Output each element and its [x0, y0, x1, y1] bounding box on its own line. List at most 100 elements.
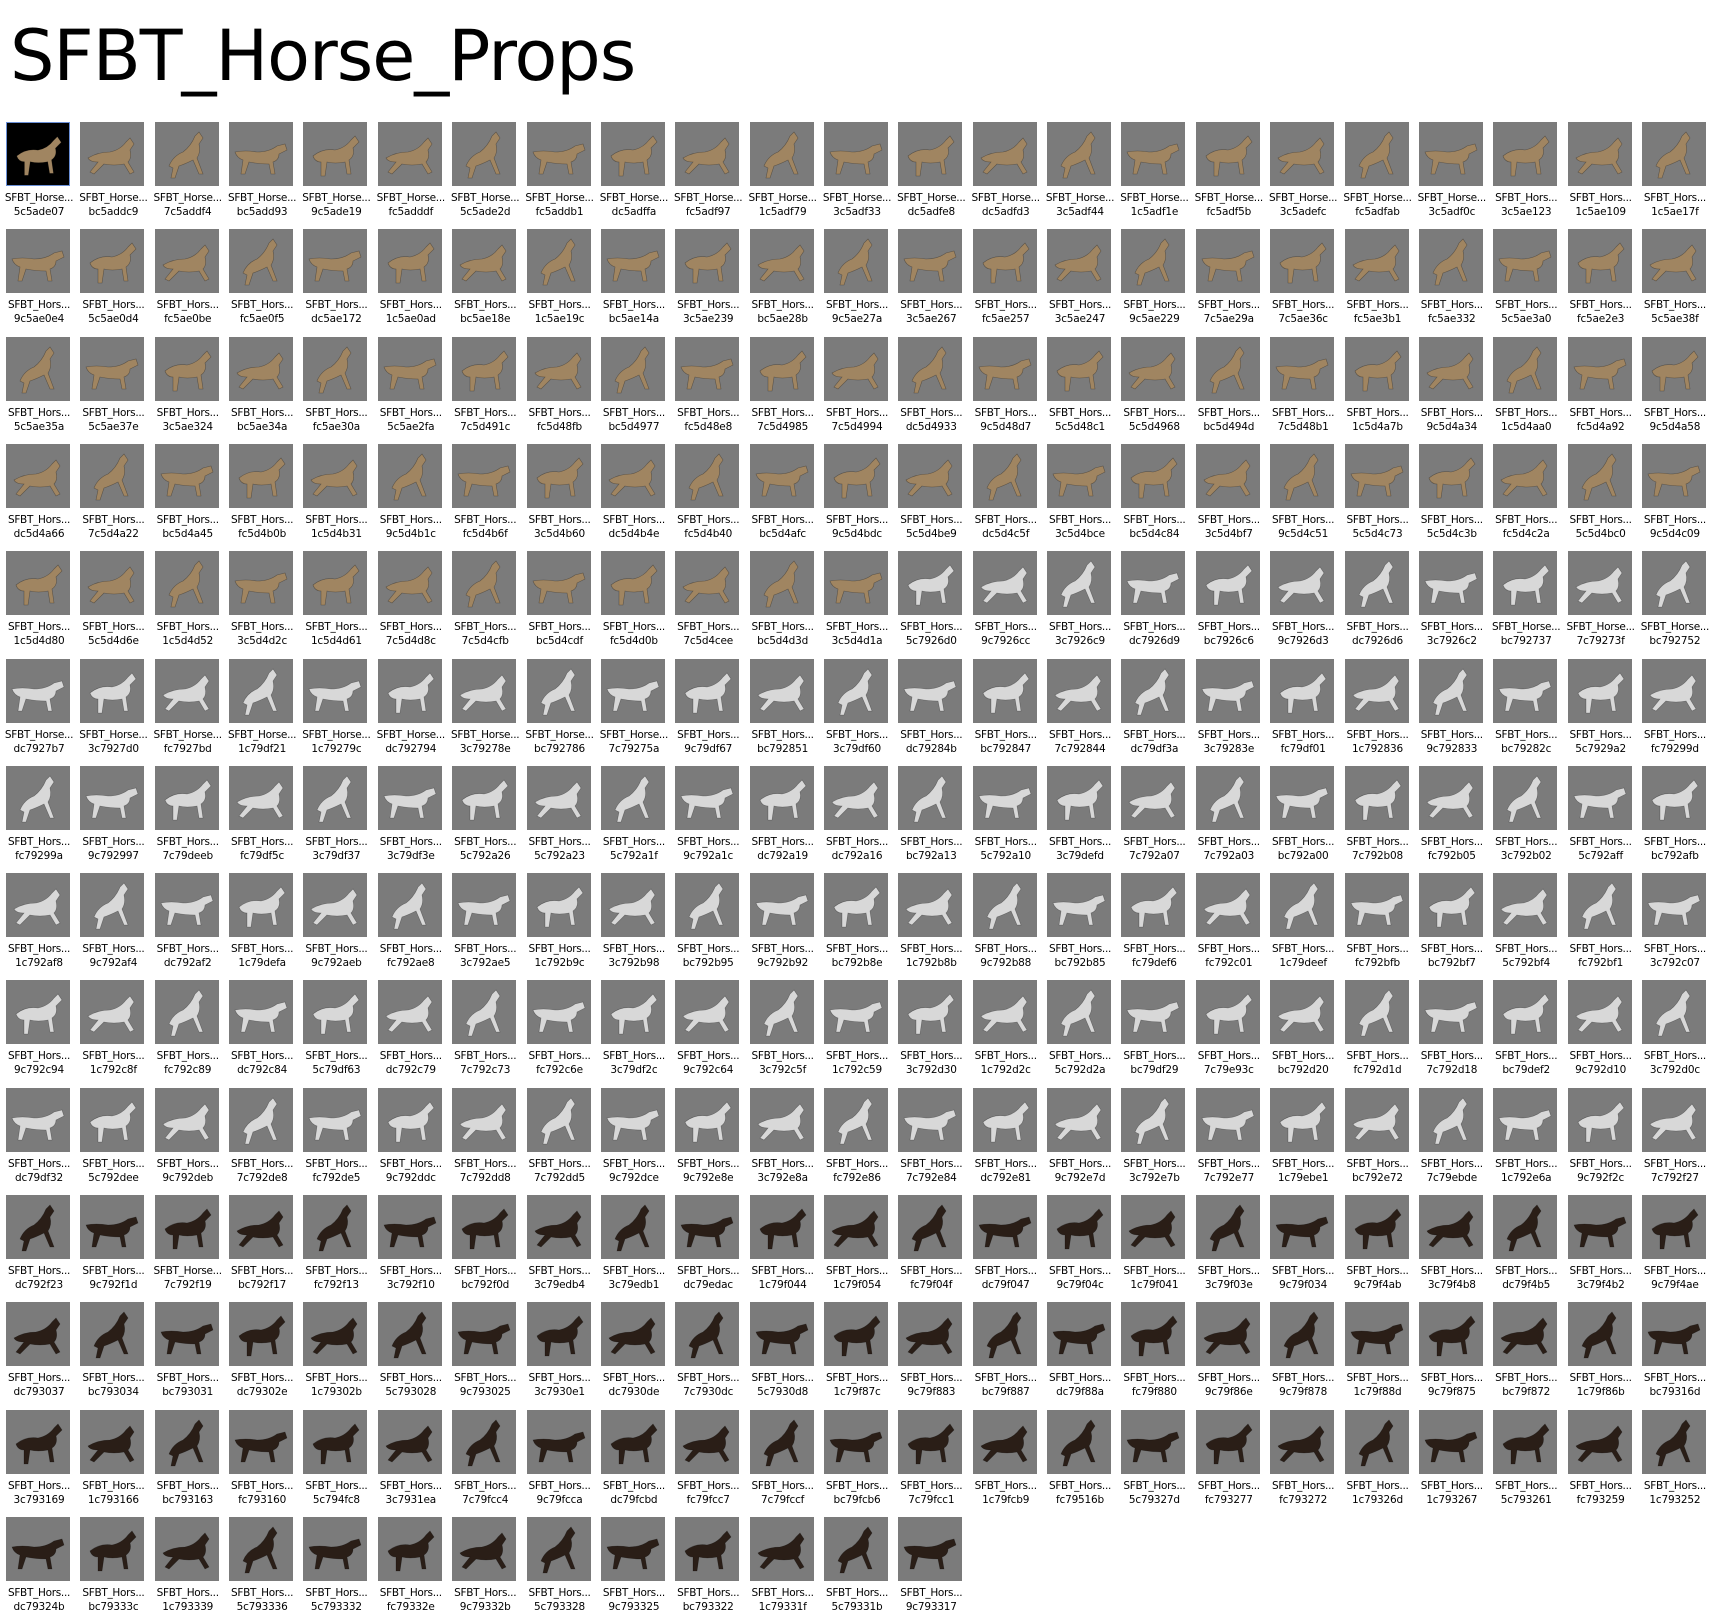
thumbnail-item[interactable]: SFBT_Hors... 3c5ae123: [1491, 122, 1565, 229]
thumbnail-item[interactable]: SFBT_Hors... 9c79f4ae: [1640, 1195, 1710, 1302]
thumbnail-item[interactable]: SFBT_Hors... 1c79f041: [1119, 1195, 1193, 1302]
thumbnail-item[interactable]: SFBT_Hors... 7c79fcc4: [450, 1409, 524, 1517]
thumbnail-item[interactable]: SFBT_Hors... 3c5ae267: [896, 229, 970, 336]
thumbnail-item[interactable]: SFBT_Horse... 1c79279c: [301, 658, 375, 766]
thumbnail-item[interactable]: SFBT_Hors... 9c792833: [1417, 658, 1491, 766]
thumbnail-item[interactable]: SFBT_Hors... 1c792c8f: [78, 980, 152, 1087]
thumbnail-item[interactable]: SFBT_Hors... dc7930de: [599, 1302, 673, 1409]
thumbnail-item[interactable]: SFBT_Hors... 9c5d4c09: [1640, 443, 1710, 551]
thumbnail-item[interactable]: SFBT_Hors... dc792f23: [4, 1195, 78, 1302]
thumbnail-item[interactable]: SFBT_Hors... dc5d4a66: [4, 443, 78, 551]
thumbnail-item[interactable]: SFBT_Hors... dc79df32: [4, 1087, 78, 1195]
thumbnail-item[interactable]: SFBT_Hors... fc792bfb: [1343, 873, 1417, 980]
thumbnail-item[interactable]: SFBT_Hors... bc79f872: [1491, 1302, 1565, 1409]
thumbnail-item[interactable]: SFBT_Hors... 3c7926c2: [1417, 551, 1491, 658]
thumbnail-item[interactable]: SFBT_Hors... 5c5ae3a0: [1491, 229, 1565, 336]
thumbnail-item[interactable]: SFBT_Hors... 9c5d4c51: [1268, 443, 1342, 551]
thumbnail-item[interactable]: SFBT_Hors... 5c792dee: [78, 1087, 152, 1195]
thumbnail-item[interactable]: SFBT_Hors... 3c792d0c: [1640, 980, 1710, 1087]
thumbnail-item[interactable]: SFBT_Hors... bc792afb: [1640, 765, 1710, 873]
thumbnail-item[interactable]: SFBT_Hors... fc5d4b6f: [450, 443, 524, 551]
thumbnail-item[interactable]: SFBT_Horse... 1c5adf1e: [1119, 122, 1193, 229]
thumbnail-item[interactable]: SFBT_Hors... 5c7926d0: [896, 551, 970, 658]
thumbnail-item[interactable]: SFBT_Hors... 1c79331f: [748, 1516, 822, 1624]
thumbnail-item[interactable]: SFBT_Hors... bc793031: [153, 1302, 227, 1409]
thumbnail-item[interactable]: SFBT_Hors... fc5ae257: [971, 229, 1045, 336]
thumbnail-item[interactable]: SFBT_Hors... fc792c01: [1194, 873, 1268, 980]
thumbnail-item[interactable]: SFBT_Hors... fc5d4b40: [673, 443, 747, 551]
thumbnail-item[interactable]: SFBT_Hors... 7c5d4cee: [673, 551, 747, 658]
thumbnail-item[interactable]: SFBT_Hors... dc79f047: [971, 1195, 1045, 1302]
thumbnail-item[interactable]: SFBT_Hors... dc792e81: [971, 1087, 1045, 1195]
thumbnail-item[interactable]: SFBT_Hors... 5c792a23: [525, 765, 599, 873]
thumbnail-item[interactable]: SFBT_Hors... 1c79defa: [227, 873, 301, 980]
thumbnail-item[interactable]: SFBT_Hors... 1c79f87c: [822, 1302, 896, 1409]
thumbnail-item[interactable]: SFBT_Hors... 1c5d4d80: [4, 551, 78, 658]
thumbnail-item[interactable]: SFBT_Hors... bc5d494d: [1194, 336, 1268, 444]
thumbnail-item[interactable]: SFBT_Hors... bc792b85: [1045, 873, 1119, 980]
thumbnail-item[interactable]: SFBT_Hors... 3c79edb1: [599, 1195, 673, 1302]
thumbnail-item[interactable]: SFBT_Hors... 5c7930d8: [748, 1302, 822, 1409]
thumbnail-item[interactable]: SFBT_Horse... fc7927bd: [153, 658, 227, 766]
thumbnail-item[interactable]: SFBT_Horse... dc7927b7: [4, 658, 78, 766]
thumbnail-item[interactable]: SFBT_Horse... 7c79273f: [1566, 551, 1640, 658]
thumbnail-item[interactable]: SFBT_Hors... 9c792d10: [1566, 980, 1640, 1087]
thumbnail-item[interactable]: SFBT_Hors... 9c792deb: [153, 1087, 227, 1195]
thumbnail-item[interactable]: SFBT_Hors... fc792e86: [822, 1087, 896, 1195]
thumbnail-item[interactable]: SFBT_Horse... fc5addb1: [525, 122, 599, 229]
thumbnail-item[interactable]: SFBT_Hors... 9c79f878: [1268, 1302, 1342, 1409]
thumbnail-item[interactable]: SFBT_Hors... 7c79e93c: [1194, 980, 1268, 1087]
thumbnail-item[interactable]: SFBT_Hors... 5c793328: [525, 1516, 599, 1624]
thumbnail-item[interactable]: SFBT_Hors... 7c792d18: [1417, 980, 1491, 1087]
thumbnail-item[interactable]: SFBT_Hors... 5c792bf4: [1491, 873, 1565, 980]
thumbnail-item[interactable]: SFBT_Horse... 1c5adf79: [748, 122, 822, 229]
thumbnail-item[interactable]: SFBT_Hors... 3c792e7b: [1119, 1087, 1193, 1195]
thumbnail-item[interactable]: SFBT_Hors... dc79f4b5: [1491, 1195, 1565, 1302]
thumbnail-item[interactable]: SFBT_Hors... 1c5ae109: [1566, 122, 1640, 229]
thumbnail-item[interactable]: SFBT_Hors... bc5ae28b: [748, 229, 822, 336]
thumbnail-item[interactable]: SFBT_Hors... 7c792a07: [1119, 765, 1193, 873]
thumbnail-item[interactable]: SFBT_Hors... 3c79edb4: [525, 1195, 599, 1302]
thumbnail-item[interactable]: SFBT_Hors... 9c793025: [450, 1302, 524, 1409]
thumbnail-item[interactable]: SFBT_Hors... bc792b95: [673, 873, 747, 980]
thumbnail-item[interactable]: SFBT_Hors... fc79df01: [1268, 658, 1342, 766]
thumbnail-item[interactable]: SFBT_Hors... 9c792e7d: [1045, 1087, 1119, 1195]
thumbnail-item[interactable]: SFBT_Hors... fc5d4c2a: [1491, 443, 1565, 551]
thumbnail-item[interactable]: SFBT_Hors... fc793277: [1194, 1409, 1268, 1517]
thumbnail-item[interactable]: SFBT_Hors... 7c79fcc1: [896, 1409, 970, 1517]
thumbnail-item[interactable]: SFBT_Horse... bc792752: [1640, 551, 1710, 658]
thumbnail-item[interactable]: SFBT_Hors... 3c79f4b2: [1566, 1195, 1640, 1302]
thumbnail-item[interactable]: SFBT_Hors... fc5d4d0b: [599, 551, 673, 658]
thumbnail-item[interactable]: SFBT_Hors... 5c5ae35a: [4, 336, 78, 444]
thumbnail-item[interactable]: SFBT_Hors... 3c7930e1: [525, 1302, 599, 1409]
thumbnail-item[interactable]: SFBT_Hors... 9c793317: [896, 1516, 970, 1624]
thumbnail-item[interactable]: SFBT_Hors... 3c79df37: [301, 765, 375, 873]
thumbnail-item[interactable]: SFBT_Hors... 9c5d48d7: [971, 336, 1045, 444]
thumbnail-item[interactable]: SFBT_Horse... 7c79275a: [599, 658, 673, 766]
thumbnail-item[interactable]: SFBT_Horse... 3c5adf33: [822, 122, 896, 229]
thumbnail-item[interactable]: SFBT_Hors... 9c792b88: [971, 873, 1045, 980]
thumbnail-item[interactable]: SFBT_Hors... 3c792d30: [896, 980, 970, 1087]
thumbnail-item[interactable]: SFBT_Hors... 9c79f883: [896, 1302, 970, 1409]
thumbnail-item[interactable]: SFBT_Hors... 1c792af8: [4, 873, 78, 980]
thumbnail-item[interactable]: SFBT_Hors... 7c5d4d8c: [376, 551, 450, 658]
thumbnail-item[interactable]: SFBT_Hors... 5c794fc8: [301, 1409, 375, 1517]
thumbnail-item[interactable]: SFBT_Hors... 5c793336: [227, 1516, 301, 1624]
thumbnail-item[interactable]: SFBT_Hors... fc792de5: [301, 1087, 375, 1195]
thumbnail-item[interactable]: SFBT_Hors... 5c5d4bc0: [1566, 443, 1640, 551]
thumbnail-item[interactable]: SFBT_Hors... dc792a19: [748, 765, 822, 873]
thumbnail-item[interactable]: SFBT_Hors... dc5ae172: [301, 229, 375, 336]
thumbnail-item[interactable]: SFBT_Hors... 5c5d4c73: [1343, 443, 1417, 551]
thumbnail-item[interactable]: SFBT_Hors... 7c792b08: [1343, 765, 1417, 873]
thumbnail-item[interactable]: SFBT_Hors... 9c79df67: [673, 658, 747, 766]
thumbnail-item[interactable]: SFBT_Hors... 3c5d4b60: [525, 443, 599, 551]
thumbnail-item[interactable]: SFBT_Hors... 7c5d48b1: [1268, 336, 1342, 444]
thumbnail-item[interactable]: SFBT_Hors... 7c7930dc: [673, 1302, 747, 1409]
thumbnail-item[interactable]: SFBT_Hors... 1c79f054: [822, 1195, 896, 1302]
thumbnail-item[interactable]: SFBT_Hors... 1c5ae17f: [1640, 122, 1710, 229]
thumbnail-item[interactable]: SFBT_Hors... 7c5d491c: [450, 336, 524, 444]
thumbnail-item[interactable]: SFBT_Hors... fc5ae0be: [153, 229, 227, 336]
thumbnail-item[interactable]: SFBT_Hors... 1c792e6a: [1491, 1087, 1565, 1195]
thumbnail-item[interactable]: SFBT_Hors... fc79f880: [1119, 1302, 1193, 1409]
thumbnail-item[interactable]: SFBT_Hors... bc792e72: [1343, 1087, 1417, 1195]
